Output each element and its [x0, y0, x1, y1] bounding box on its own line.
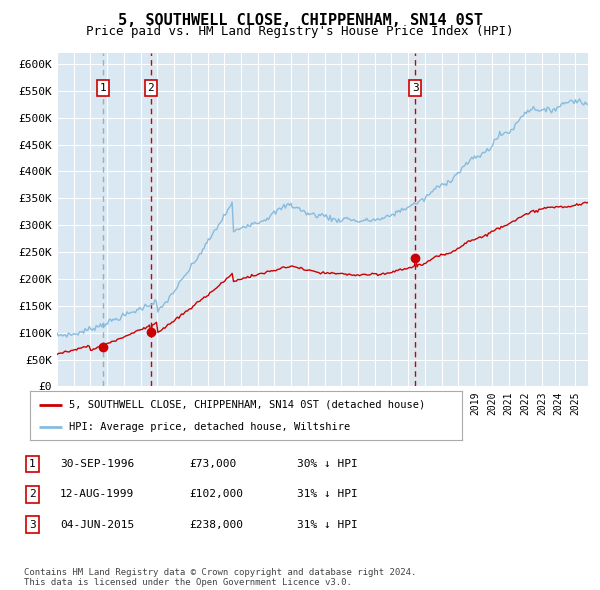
Text: 12-AUG-1999: 12-AUG-1999 — [60, 490, 134, 499]
Text: 5, SOUTHWELL CLOSE, CHIPPENHAM, SN14 0ST (detached house): 5, SOUTHWELL CLOSE, CHIPPENHAM, SN14 0ST… — [69, 399, 425, 409]
Text: £238,000: £238,000 — [189, 520, 243, 529]
Text: HPI: Average price, detached house, Wiltshire: HPI: Average price, detached house, Wilt… — [69, 422, 350, 432]
Text: 1: 1 — [29, 460, 36, 469]
Text: 31% ↓ HPI: 31% ↓ HPI — [297, 520, 358, 529]
Text: 1: 1 — [100, 83, 106, 93]
Text: 31% ↓ HPI: 31% ↓ HPI — [297, 490, 358, 499]
Text: £73,000: £73,000 — [189, 460, 236, 469]
Text: 5, SOUTHWELL CLOSE, CHIPPENHAM, SN14 0ST: 5, SOUTHWELL CLOSE, CHIPPENHAM, SN14 0ST — [118, 13, 482, 28]
Bar — [57, 53, 151, 386]
Text: 30% ↓ HPI: 30% ↓ HPI — [297, 460, 358, 469]
Text: Contains HM Land Registry data © Crown copyright and database right 2024.
This d: Contains HM Land Registry data © Crown c… — [24, 568, 416, 587]
Text: 3: 3 — [29, 520, 36, 529]
Text: 3: 3 — [412, 83, 419, 93]
Text: 04-JUN-2015: 04-JUN-2015 — [60, 520, 134, 529]
Text: £102,000: £102,000 — [189, 490, 243, 499]
Text: 2: 2 — [29, 490, 36, 499]
Text: Price paid vs. HM Land Registry's House Price Index (HPI): Price paid vs. HM Land Registry's House … — [86, 25, 514, 38]
Text: 2: 2 — [148, 83, 154, 93]
Text: 30-SEP-1996: 30-SEP-1996 — [60, 460, 134, 469]
